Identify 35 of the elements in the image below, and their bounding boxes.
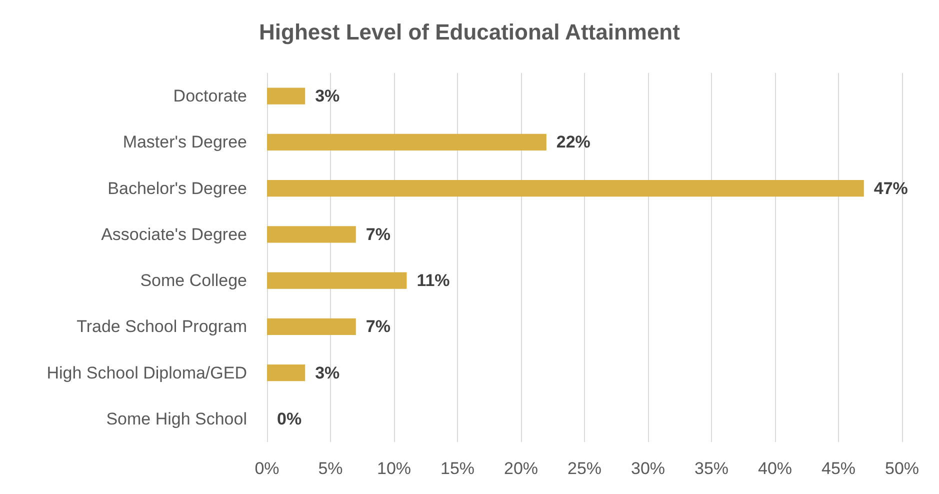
chart-title: Highest Level of Educational Attainment bbox=[259, 20, 681, 44]
bar bbox=[267, 226, 356, 243]
data-label: 3% bbox=[315, 86, 340, 106]
x-tick-label: 25% bbox=[567, 459, 602, 478]
data-label: 47% bbox=[874, 178, 908, 198]
x-tick-label: 50% bbox=[884, 459, 920, 478]
y-tick-label: Some College bbox=[140, 271, 247, 290]
y-tick-label: High School Diploma/GED bbox=[46, 363, 247, 382]
data-label: 7% bbox=[366, 317, 390, 336]
data-label: 0% bbox=[277, 409, 302, 428]
x-tick-label: 30% bbox=[630, 459, 666, 478]
bar bbox=[267, 272, 407, 289]
bar bbox=[267, 180, 864, 197]
x-tick-label: 15% bbox=[440, 459, 475, 478]
bar bbox=[267, 318, 356, 335]
data-label: 3% bbox=[315, 363, 340, 382]
data-label: 11% bbox=[416, 271, 450, 290]
x-tick-label: 20% bbox=[504, 459, 538, 478]
bar bbox=[267, 134, 546, 150]
x-tick-label: 40% bbox=[758, 459, 792, 478]
y-tick-label: Trade School Program bbox=[76, 317, 247, 336]
y-tick-label: Associate's Degree bbox=[101, 224, 247, 244]
y-tick-label: Doctorate bbox=[173, 86, 247, 106]
x-tick-label: 35% bbox=[694, 459, 729, 478]
x-tick-label: 5% bbox=[318, 459, 343, 478]
y-tick-label: Some High School bbox=[106, 409, 247, 428]
y-tick-label: Master's Degree bbox=[122, 132, 247, 152]
x-tick-label: 10% bbox=[376, 459, 412, 478]
bar bbox=[267, 364, 306, 382]
data-label: 7% bbox=[366, 224, 390, 244]
x-tick-label: 0% bbox=[254, 459, 280, 478]
bar bbox=[267, 88, 306, 104]
x-tick-label: 45% bbox=[821, 459, 856, 478]
data-label: 22% bbox=[556, 132, 590, 152]
y-tick-label: Bachelor's Degree bbox=[108, 178, 247, 198]
